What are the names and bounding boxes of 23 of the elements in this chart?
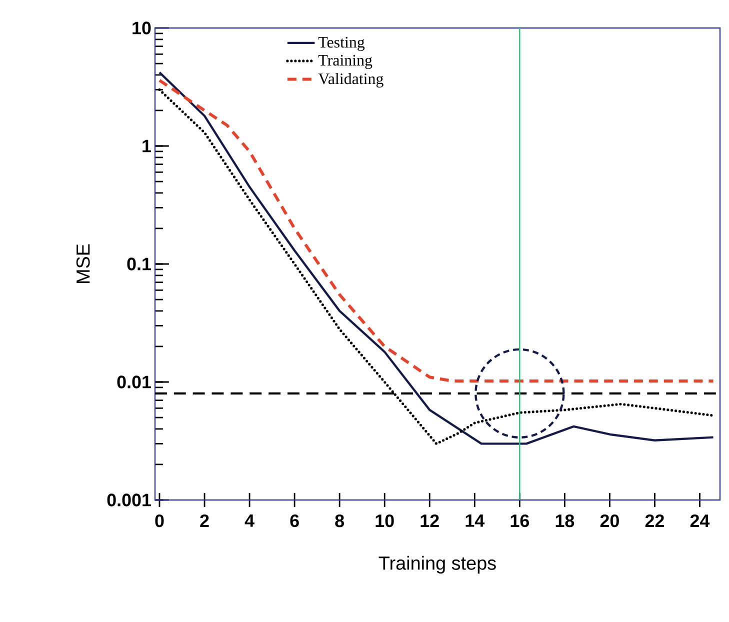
x-tick-label: 10	[376, 514, 394, 528]
x-tick-label: 6	[290, 514, 299, 528]
y-axis-title: MSE	[76, 244, 90, 283]
x-tick-label: 2	[200, 514, 209, 527]
x-tick-label: 20	[600, 514, 619, 528]
x-tick-label: 4	[244, 514, 254, 527]
legend-label: Testing	[318, 36, 365, 51]
x-tick-label: 18	[556, 514, 574, 528]
x-tick-label: 24	[690, 514, 710, 527]
x-tick-label: 22	[645, 514, 664, 527]
legend-label: Training	[318, 54, 372, 69]
x-axis-title: Training steps	[378, 556, 496, 574]
y-tick-label: 10	[132, 22, 151, 34]
x-tick-label: 8	[335, 514, 344, 528]
x-tick-label: 12	[420, 514, 439, 527]
y-tick-label: 0.1	[127, 258, 151, 270]
y-tick-label: 0.001	[107, 494, 151, 506]
x-tick-label: 14	[466, 514, 485, 527]
x-tick-label: 0	[155, 514, 164, 528]
y-tick-label: 1	[142, 140, 151, 152]
y-tick-label: 0.01	[117, 376, 151, 388]
x-tick-label: 16	[510, 514, 529, 528]
legend-label: Validating	[318, 72, 384, 88]
